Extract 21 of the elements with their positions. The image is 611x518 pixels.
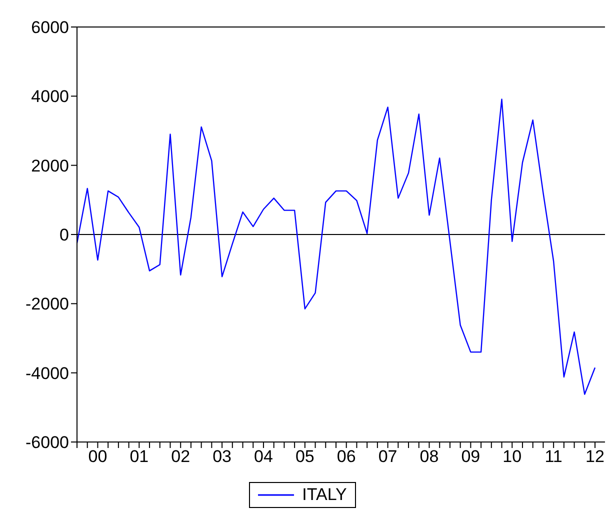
x-tick-label: 08 [420, 447, 439, 466]
y-tick-label: -4000 [26, 364, 69, 383]
x-tick-label: 12 [586, 447, 604, 466]
x-tick-label: 01 [130, 447, 149, 466]
y-tick-label: -6000 [26, 433, 69, 452]
x-tick-label: 10 [502, 447, 522, 466]
x-tick-label: 11 [544, 447, 562, 466]
legend-label: ITALY [302, 485, 347, 505]
x-tick-label: 04 [254, 447, 273, 466]
x-tick-label: 07 [378, 447, 398, 466]
x-tick-label: 09 [461, 447, 480, 466]
y-tick-label: 2000 [31, 156, 69, 176]
y-tick-label: 4000 [31, 87, 69, 106]
y-tick-label: 0 [60, 226, 69, 245]
y-tick-label: 6000 [31, 18, 69, 38]
y-tick-label: -2000 [26, 294, 69, 314]
x-tick-label: 05 [295, 447, 314, 466]
x-tick-label: 06 [336, 447, 356, 466]
x-tick-label: 02 [171, 447, 190, 466]
x-tick-label: 00 [88, 447, 108, 466]
x-tick-label: 03 [212, 447, 232, 466]
